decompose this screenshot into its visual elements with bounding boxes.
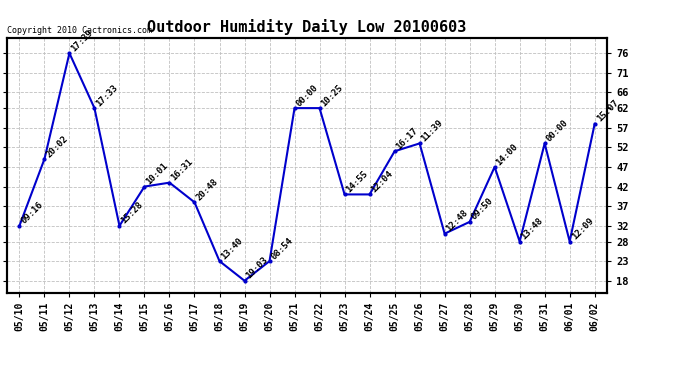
Text: 17:33: 17:33 <box>95 83 120 108</box>
Text: 09:16: 09:16 <box>19 201 45 226</box>
Text: 12:09: 12:09 <box>570 216 595 242</box>
Text: Copyright 2010 Cactronics.com: Copyright 2010 Cactronics.com <box>7 26 152 35</box>
Text: 08:54: 08:54 <box>270 236 295 261</box>
Text: 16:17: 16:17 <box>395 126 420 151</box>
Text: 09:50: 09:50 <box>470 196 495 222</box>
Text: 00:00: 00:00 <box>295 83 320 108</box>
Text: 15:07: 15:07 <box>595 99 620 124</box>
Text: 12:04: 12:04 <box>370 169 395 194</box>
Text: 15:28: 15:28 <box>119 201 145 226</box>
Text: 16:31: 16:31 <box>170 157 195 183</box>
Text: 10:25: 10:25 <box>319 83 345 108</box>
Text: 20:48: 20:48 <box>195 177 220 202</box>
Text: 13:48: 13:48 <box>520 216 545 242</box>
Text: 14:55: 14:55 <box>344 169 370 194</box>
Text: 17:39: 17:39 <box>70 28 95 53</box>
Title: Outdoor Humidity Daily Low 20100603: Outdoor Humidity Daily Low 20100603 <box>148 19 466 35</box>
Text: 11:39: 11:39 <box>420 118 445 143</box>
Text: 00:00: 00:00 <box>544 118 570 143</box>
Text: 12:48: 12:48 <box>444 208 470 234</box>
Text: 10:01: 10:01 <box>144 161 170 187</box>
Text: 14:00: 14:00 <box>495 142 520 167</box>
Text: 13:40: 13:40 <box>219 236 245 261</box>
Text: 20:02: 20:02 <box>44 134 70 159</box>
Text: 19:03: 19:03 <box>244 255 270 281</box>
